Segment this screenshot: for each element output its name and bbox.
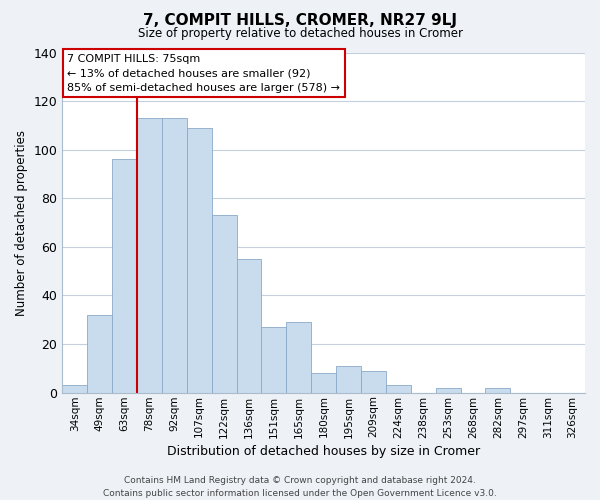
Bar (386, 386, 411, 392)
Bar (311, 373, 336, 392)
Bar (336, 366, 361, 392)
Bar (262, 327, 286, 392)
Bar (361, 371, 386, 392)
Bar (137, 118, 162, 392)
Bar (162, 118, 187, 392)
Bar (436, 388, 461, 392)
Bar (187, 128, 212, 392)
Text: Size of property relative to detached houses in Cromer: Size of property relative to detached ho… (137, 28, 463, 40)
Bar (286, 322, 311, 392)
X-axis label: Distribution of detached houses by size in Cromer: Distribution of detached houses by size … (167, 444, 480, 458)
Text: 7, COMPIT HILLS, CROMER, NR27 9LJ: 7, COMPIT HILLS, CROMER, NR27 9LJ (143, 12, 457, 28)
Text: Contains HM Land Registry data © Crown copyright and database right 2024.
Contai: Contains HM Land Registry data © Crown c… (103, 476, 497, 498)
Bar (112, 160, 137, 392)
Bar (236, 259, 262, 392)
Text: 7 COMPIT HILLS: 75sqm
← 13% of detached houses are smaller (92)
85% of semi-deta: 7 COMPIT HILLS: 75sqm ← 13% of detached … (67, 54, 340, 92)
Bar (87, 315, 112, 392)
Bar (62, 386, 87, 392)
Bar (485, 388, 511, 392)
Bar (212, 216, 236, 392)
Y-axis label: Number of detached properties: Number of detached properties (15, 130, 28, 316)
